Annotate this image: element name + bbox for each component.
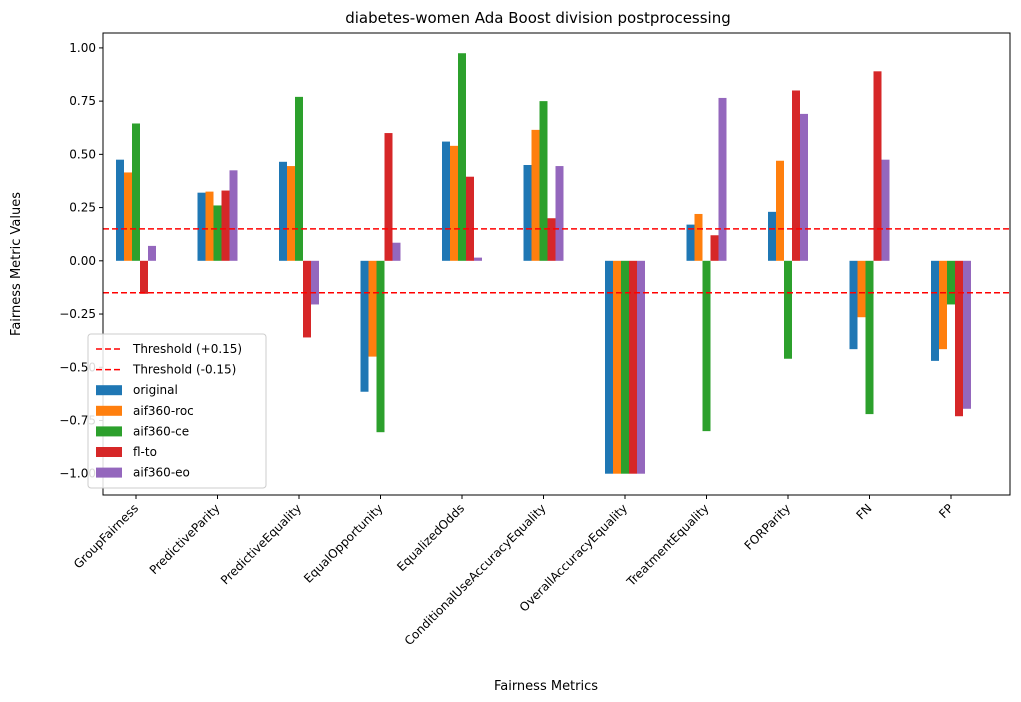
legend-label: aif360-eo: [133, 466, 190, 480]
bar: [547, 218, 556, 261]
bar: [800, 113, 808, 261]
legend-label: original: [133, 383, 178, 397]
legend-swatch: [96, 467, 122, 478]
bar: [963, 260, 971, 409]
bar: [376, 260, 385, 433]
bar: [686, 224, 695, 261]
bar: [531, 129, 540, 261]
bar: [768, 211, 776, 261]
y-tick-label: −0.25: [59, 307, 96, 321]
bar: [605, 260, 613, 474]
threshold-lines: [103, 228, 1010, 294]
bar: [613, 260, 621, 474]
bar: [466, 176, 474, 261]
bar: [458, 53, 466, 261]
y-tick-label: 1.00: [69, 41, 96, 55]
bar: [205, 191, 214, 261]
plot-frame: [102, 32, 1011, 496]
bar: [539, 101, 548, 261]
bar: [140, 260, 148, 294]
bar: [384, 133, 393, 261]
bar: [450, 145, 458, 261]
bar: [132, 123, 140, 261]
y-axis: −1.00 −0.75 −0.50 −0.25 0.00 0.25 0.50 0.75 1.00: [59, 41, 103, 481]
bar: [229, 170, 238, 261]
y-tick-label: 0.00: [69, 254, 96, 268]
bar: [955, 260, 963, 417]
chart-title: diabetes-women Ada Boost division postpr…: [345, 9, 731, 27]
bar: [221, 190, 230, 261]
bar: [311, 260, 319, 305]
x-tick-label: PredictiveEquality: [218, 501, 304, 587]
legend-swatch: [96, 426, 122, 437]
bar: [865, 260, 874, 415]
x-tick-label: TreatmentEquality: [623, 501, 711, 589]
bar: [637, 260, 645, 474]
bar: [392, 242, 401, 261]
bar: [474, 257, 482, 261]
bar: [295, 96, 303, 261]
x-tick-label: EqualizedOdds: [394, 501, 467, 574]
bar: [931, 260, 939, 361]
legend-label: fl-to: [133, 445, 157, 459]
y-tick-label: −0.75: [59, 413, 96, 427]
x-axis-label: Fairness Metrics: [494, 679, 598, 694]
x-tick-label: GroupFairness: [71, 501, 141, 571]
x-tick-label: PredictiveParity: [147, 501, 223, 577]
bar: [124, 172, 132, 261]
bar: [776, 160, 784, 261]
bar: [849, 260, 858, 350]
y-tick-label: 0.25: [69, 201, 96, 215]
bar: [873, 71, 882, 261]
bar: [442, 141, 450, 261]
legend: Threshold (+0.15) Threshold (-0.15) origin…: [87, 333, 267, 489]
legend-label: Threshold (-0.15): [132, 363, 236, 377]
legend-swatch: [96, 385, 122, 396]
bar: [629, 260, 637, 474]
legend-box: [87, 333, 267, 489]
bar: [694, 213, 703, 261]
bar: [881, 159, 890, 261]
bar: [116, 159, 124, 261]
legend-swatch: [96, 447, 122, 457]
y-axis-label: Fairness Metric Values: [9, 192, 24, 336]
bar: [702, 260, 711, 432]
x-tick-label: FORParity: [742, 501, 793, 552]
bar: [710, 235, 719, 261]
bar: [197, 192, 206, 261]
legend-swatch: [96, 405, 122, 416]
bar: [792, 90, 800, 261]
bar: [368, 260, 377, 357]
bar: [303, 260, 311, 338]
x-axis: GroupFairness PredictiveParityPredictiveE…: [71, 495, 956, 648]
y-tick-label: −0.50: [59, 360, 96, 374]
y-tick-label: 0.50: [69, 147, 96, 161]
bar: [857, 260, 866, 318]
bar: [279, 161, 287, 261]
bar: [939, 260, 947, 350]
legend-label: aif360-roc: [133, 404, 194, 418]
x-tick-label: EqualOpportunity: [301, 501, 386, 586]
legend-label: aif360-ce: [133, 424, 189, 438]
bar: [947, 260, 955, 305]
x-tick-label: ConditionalUseAccuracyEquality: [402, 501, 549, 648]
bar: [718, 97, 727, 261]
y-tick-label: −1.00: [59, 467, 96, 481]
x-tick-label: FP: [936, 501, 956, 521]
x-tick-label: FN: [853, 501, 874, 522]
bar: [784, 260, 792, 359]
bar: [523, 165, 532, 261]
bar: [621, 260, 629, 474]
bar: [213, 205, 222, 261]
y-tick-label: 0.75: [69, 94, 96, 108]
bar: [148, 245, 156, 261]
bar: [555, 166, 564, 261]
legend-label: Threshold (+0.15): [132, 342, 242, 356]
bar: [287, 166, 295, 261]
bars-layer: [116, 53, 971, 474]
bar: [360, 260, 369, 392]
